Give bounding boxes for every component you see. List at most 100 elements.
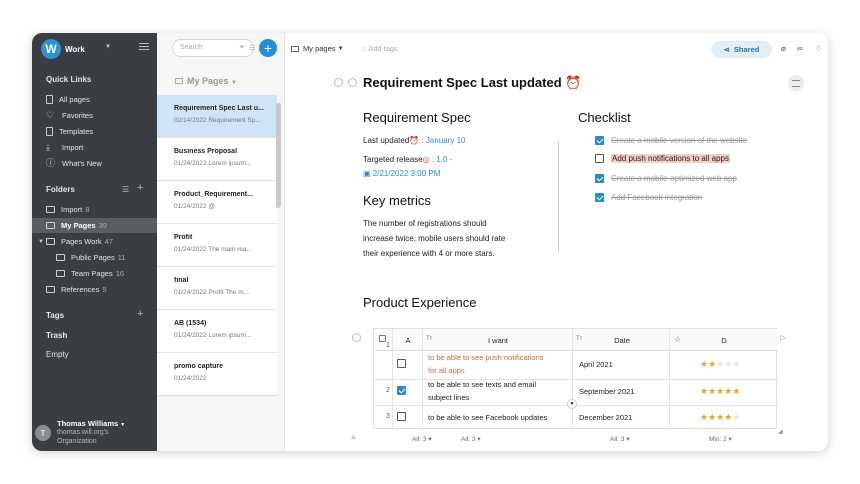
page-status-icon[interactable] <box>334 78 343 87</box>
empty-trash-link[interactable]: Empty <box>46 350 69 359</box>
rating-stars[interactable]: ★★★★★ <box>700 386 741 396</box>
checkbox[interactable] <box>595 192 604 202</box>
text-type-icon: Tт <box>576 336 583 342</box>
page-card[interactable]: Requirement Spec Last u... 02/14/2022 Req… <box>157 95 277 138</box>
tag-icon: ⌂ <box>362 44 367 53</box>
folder-icon <box>45 238 55 245</box>
column-header-date[interactable]: Date <box>614 336 630 345</box>
alarm-clock-icon: ⏰ <box>565 75 582 90</box>
checklist-item: Create a mobile-optimized web app <box>595 172 737 184</box>
folder-icon <box>175 78 183 84</box>
add-column-icon[interactable]: ▷ <box>780 333 787 342</box>
link-icon[interactable]: ∞ <box>797 44 803 53</box>
sidebar-folder-import[interactable]: Import 8 <box>32 202 157 217</box>
table-cell-want[interactable]: to be able to see texts and email <box>428 380 536 389</box>
bell-icon[interactable]: ♢ <box>815 44 823 53</box>
sidebar-folder-team-pages[interactable]: Team Pages 16 <box>32 266 157 281</box>
table-cell-want-2[interactable]: subject lines <box>428 393 470 402</box>
row-checkbox[interactable] <box>397 412 413 421</box>
checkbox[interactable] <box>595 135 604 145</box>
targeted-release-date[interactable]: ▣ 2/21/2022 3:00 PM <box>363 169 441 178</box>
heart-icon: ♡ <box>46 110 55 120</box>
sidebar-item-whats-new[interactable]: ⓘ What's New <box>46 158 102 169</box>
list-scrollbar[interactable] <box>276 103 281 208</box>
checkbox[interactable] <box>595 153 604 163</box>
sidebar-folder-my-pages[interactable]: My Pages 39 <box>32 218 157 233</box>
calendar-icon: ▣ <box>363 169 371 178</box>
column-header-a[interactable]: A <box>405 336 411 345</box>
key-metrics-heading: Key metrics <box>363 193 431 208</box>
key-metrics-text-1: The number of registrations should <box>363 219 487 228</box>
workspace-switcher[interactable]: W Work <box>41 38 85 60</box>
sidebar-item-all-pages[interactable]: All pages <box>32 92 157 107</box>
row-checkbox[interactable] <box>397 386 413 395</box>
sidebar-item-favorites[interactable]: ♡ Favorites <box>46 110 93 121</box>
list-heading[interactable]: My Pages ▼ <box>175 76 237 86</box>
resize-table-icon[interactable]: ◢ <box>778 429 783 435</box>
shared-button[interactable]: ⋖ Shared <box>711 41 772 58</box>
quick-links-title: Quick Links <box>46 75 92 84</box>
column-header-d[interactable]: D <box>721 336 727 345</box>
sidebar-folder-references[interactable]: References 5 <box>32 282 157 297</box>
sidebar-folder-pages-work[interactable]: ▼ Pages Work 47 <box>38 237 114 246</box>
table-cell-date[interactable]: September 2021 <box>579 387 635 396</box>
list-view-icon[interactable]: ☰ <box>249 45 256 52</box>
sidebar-item-templates[interactable]: Templates <box>32 124 157 139</box>
search-input[interactable]: Search ⏷ ☰ <box>172 39 256 57</box>
workspace-name: Work <box>65 44 85 54</box>
column-header-i-want[interactable]: I want <box>487 336 508 345</box>
trash-link[interactable]: Trash <box>46 331 68 340</box>
aggregate-date[interactable]: All: 3 ▾ <box>610 436 630 443</box>
aggregate-d[interactable]: Min: 2 ▾ <box>709 436 732 443</box>
aggregate-want[interactable]: All: 3 ▾ <box>461 436 481 443</box>
page-title[interactable]: Requirement Spec Last updated ⏰ <box>363 75 582 90</box>
emoji-icon[interactable] <box>348 78 357 87</box>
folder-icon <box>56 254 65 261</box>
workspace-caret-icon[interactable]: ▼ <box>105 44 111 50</box>
table-menu-icon[interactable]: ≡ <box>351 433 356 442</box>
checkbox[interactable] <box>595 173 604 183</box>
targeted-release-line: Targeted release◎ : 1.0 - <box>363 155 453 164</box>
sort-icon[interactable]: ☰ <box>122 185 130 194</box>
page-card[interactable]: Business Proposal 01/24/2022 Lorem ipsum.… <box>157 138 277 181</box>
table-header <box>374 329 778 351</box>
last-updated-line: Last updated⏰ : January 10 <box>363 136 466 145</box>
collapse-sidebar-icon[interactable] <box>139 43 149 50</box>
folders-title: Folders <box>46 185 75 194</box>
expand-caret-icon[interactable]: ▼ <box>38 238 44 245</box>
table-cell-date[interactable]: April 2021 <box>579 360 613 369</box>
expand-row-icon[interactable]: ▼ <box>567 399 577 409</box>
sidebar-item-import[interactable]: ⤓ Import <box>46 142 84 153</box>
table-cell-want[interactable]: to be able to see push notifications <box>428 353 544 362</box>
breadcrumb[interactable]: My pages ▼ <box>291 44 344 53</box>
page-card[interactable]: promo capture 01/24/2022 <box>157 353 277 396</box>
user-menu[interactable]: T Thomas Williams ▼ thomas.will.org's Or… <box>35 419 125 446</box>
topbar: My pages ▼ ⌂ Add tags ⋖ Shared ⌀ ∞ ♢ <box>285 33 828 65</box>
page-card[interactable]: final 01/24/2022 Profit The m... <box>157 267 277 310</box>
aggregate-a[interactable]: All: 3 ▾ <box>412 436 432 443</box>
rating-stars[interactable]: ★★★★★ <box>700 359 741 369</box>
checklist-item: Add push notifications to all apps <box>595 152 730 164</box>
table-cell-want[interactable]: to be able to see Facebook updates <box>428 413 548 422</box>
folder-icon <box>46 222 55 229</box>
filter-icon[interactable]: ⏷ <box>239 44 245 51</box>
attachment-icon[interactable]: ⌀ <box>781 44 786 53</box>
add-page-button[interactable]: + <box>259 39 277 57</box>
rating-stars[interactable]: ★★★★★ <box>700 412 741 422</box>
page-card[interactable]: Product_Requirement... 01/24/2022 @ <box>157 181 277 224</box>
requirement-spec-heading: Requirement Spec <box>363 110 471 125</box>
sidebar-folder-public-pages[interactable]: Public Pages 11 <box>32 250 157 265</box>
add-tags-button[interactable]: ⌂ Add tags <box>362 44 398 53</box>
select-all-rows-icon[interactable] <box>352 333 361 342</box>
row-number: 1 <box>386 342 390 349</box>
table-cell-want-2[interactable]: for all apps <box>428 366 465 375</box>
page-card[interactable]: AB (1534) 01/24/2022 Lorem ipsum... <box>157 310 277 353</box>
table-cell-date[interactable]: December 2021 <box>579 413 633 422</box>
add-tag-icon[interactable]: + <box>137 308 144 320</box>
add-folder-icon[interactable]: + <box>137 182 144 194</box>
target-icon: ◎ <box>422 155 430 164</box>
key-metrics-text-2: increase twice, mobile users should rate <box>363 234 506 243</box>
more-menu-button[interactable] <box>788 75 804 91</box>
row-checkbox[interactable] <box>397 359 413 368</box>
page-card[interactable]: Profit 01/24/2022 The main rea... <box>157 224 277 267</box>
